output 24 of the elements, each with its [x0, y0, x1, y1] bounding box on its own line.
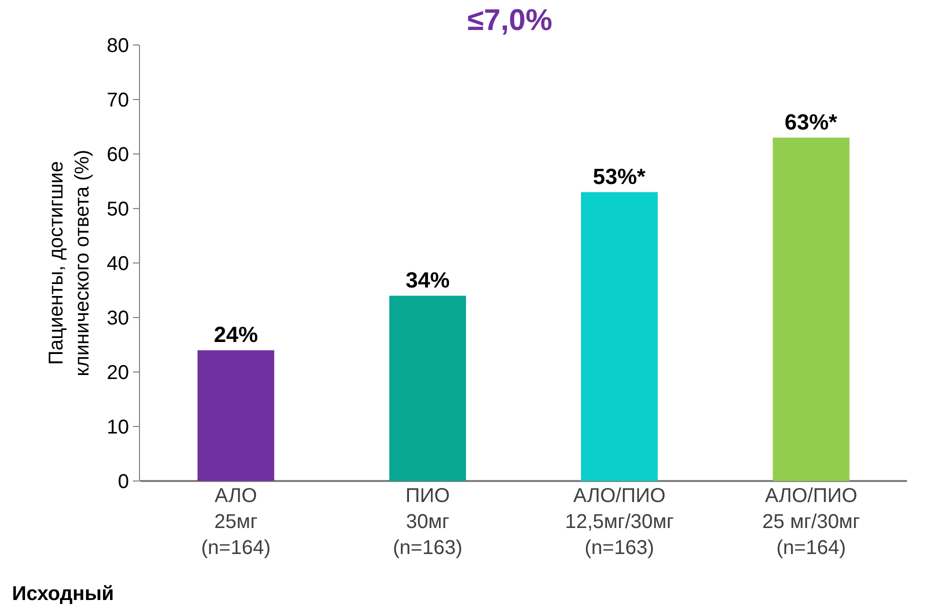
bar [198, 350, 274, 481]
text: Исходный [12, 583, 114, 605]
data-label: 53%* [592, 164, 646, 190]
y-tick-label: 50 [106, 198, 129, 220]
bar [581, 192, 658, 481]
x-tick-label: ПИО 30мг (n=163) [392, 485, 462, 559]
y-tick-label: 30 [106, 308, 129, 330]
y-tick-label: 80 [106, 35, 129, 57]
x-tick-label: АЛО/ПИО 12,5мг/30мг (n=163) [564, 485, 674, 559]
chart-title: ≤7,0% [467, 4, 552, 38]
x-tick-label: АЛО/ПИО 25 мг/30мг (n=164) [762, 485, 860, 559]
y-axis-title: Пациенты, достигшие клинического ответа (%) [45, 150, 94, 376]
y-tick-label: 0 [118, 471, 129, 493]
y-tick-label: 10 [106, 416, 129, 438]
y-tick-label: 70 [106, 90, 129, 112]
data-label: 63%* [784, 110, 838, 135]
data-label: 24% [214, 322, 258, 348]
bar [389, 296, 466, 481]
bar [772, 138, 850, 481]
y-tick-label: 60 [106, 144, 129, 166]
x-tick-label: АЛО 25мг (n=164) [201, 485, 271, 559]
data-label: 34% [406, 268, 450, 293]
y-tick-label: 40 [106, 253, 129, 275]
y-tick-label: 20 [106, 362, 129, 384]
